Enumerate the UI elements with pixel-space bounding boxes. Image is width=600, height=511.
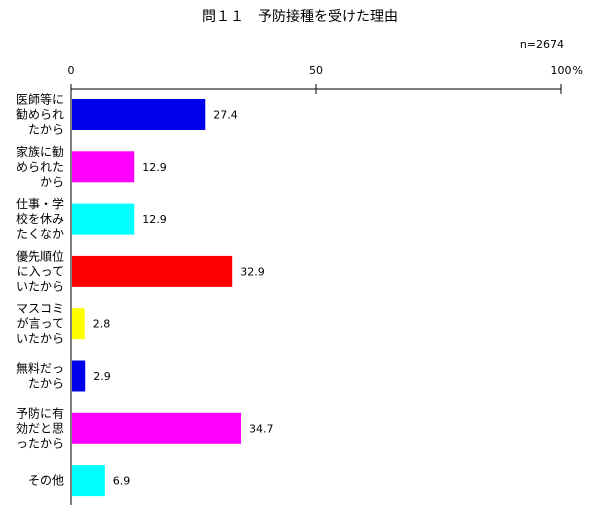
- bar: [72, 412, 242, 444]
- value-label: 2.9: [93, 370, 111, 383]
- category-label: 優先順位に入っていたから: [16, 248, 64, 293]
- bar: [72, 308, 85, 340]
- bars: 27.4 医師等に勧められたから 12.9 家族に勧められたから 12.9 仕事・学校を休…: [16, 93, 274, 497]
- category-label: 家族に勧められたから: [16, 144, 64, 189]
- category-label: マスコミが言っていたから: [16, 302, 64, 346]
- tick-label: 50: [309, 64, 323, 77]
- category-label: 仕事・学校を休みたくなか: [16, 196, 64, 241]
- value-label: 12.9: [142, 213, 167, 226]
- value-label: 2.8: [93, 318, 111, 331]
- category-label: 無料だったから: [16, 361, 64, 391]
- category-label: 予防に有効だと思ったから: [16, 405, 64, 450]
- bar: [72, 255, 233, 287]
- sample-size-note: n=2674: [520, 38, 564, 51]
- bar: [72, 99, 206, 130]
- bar: [72, 151, 135, 183]
- tick-label: 0: [68, 64, 75, 77]
- chart-title: 問１１ 予防接種を受けた理由: [202, 8, 398, 25]
- bar: [72, 360, 86, 392]
- bar: [72, 203, 135, 235]
- tick-label: 100: [551, 64, 572, 77]
- axis-unit-label: %: [573, 64, 583, 77]
- value-label: 27.4: [213, 109, 238, 122]
- bar: [72, 465, 105, 497]
- category-label: その他: [28, 474, 64, 488]
- value-axis: 0 50 100: [68, 64, 572, 505]
- category-label: 医師等に勧められたから: [16, 93, 64, 137]
- value-label: 6.9: [113, 475, 131, 488]
- value-label: 34.7: [249, 422, 274, 435]
- value-label: 12.9: [142, 161, 167, 174]
- value-label: 32.9: [240, 265, 265, 278]
